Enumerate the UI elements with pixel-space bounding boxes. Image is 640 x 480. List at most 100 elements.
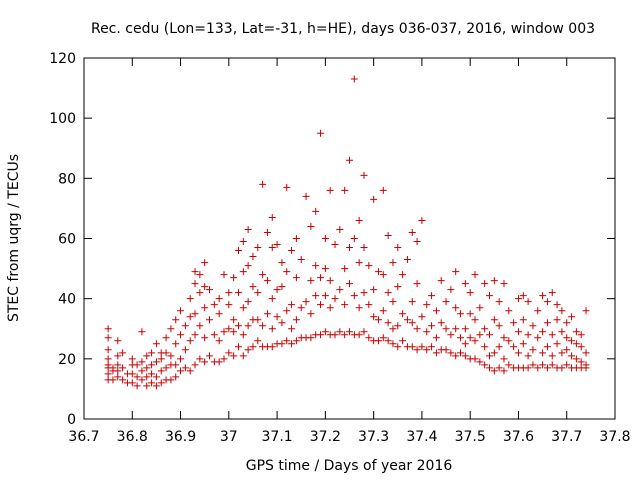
data-point: [490, 277, 498, 285]
data-point: [577, 331, 585, 339]
data-point: [394, 244, 402, 252]
data-point: [548, 331, 556, 339]
data-point: [481, 343, 489, 351]
data-point: [138, 358, 146, 366]
data-point: [519, 292, 527, 300]
data-point: [341, 265, 349, 273]
data-point: [206, 286, 214, 294]
data-point: [514, 295, 522, 303]
data-point: [370, 286, 378, 294]
axis-ticks: 36.7 36.8 36.9 37 37.1 37.2 37.3 37.4 37.5 37.6 37…: [49, 51, 630, 445]
data-point: [215, 295, 223, 303]
data-point: [548, 352, 556, 360]
data-point: [181, 364, 189, 372]
data-point: [582, 349, 590, 357]
data-point: [278, 340, 286, 348]
data-point: [317, 129, 325, 137]
data-point: [268, 325, 276, 333]
data-point: [423, 301, 431, 309]
data-point: [394, 322, 402, 330]
data-point: [471, 271, 479, 279]
data-point: [157, 355, 165, 363]
y-tick-label: 100: [49, 111, 76, 127]
data-point: [543, 343, 551, 351]
data-point: [471, 337, 479, 345]
data-point: [201, 334, 209, 342]
data-point: [476, 331, 484, 339]
data-point: [379, 334, 387, 342]
data-point: [558, 349, 566, 357]
data-point: [577, 343, 585, 351]
data-point: [500, 280, 508, 288]
x-tick-label: 37.4: [406, 429, 437, 445]
data-point: [524, 331, 532, 339]
data-point: [452, 268, 460, 276]
data-point: [196, 271, 204, 279]
data-point: [321, 292, 329, 300]
data-point: [259, 180, 267, 188]
x-axis-label: GPS time / Days of year 2016: [246, 458, 453, 474]
data-point: [442, 346, 450, 354]
data-point: [157, 379, 165, 387]
data-point: [254, 289, 262, 297]
data-point: [162, 349, 170, 357]
data-point: [471, 316, 479, 324]
data-point: [321, 265, 329, 273]
data-point: [234, 289, 242, 297]
data-point: [177, 331, 185, 339]
data-point: [365, 334, 373, 342]
data-point: [514, 328, 522, 336]
data-point: [172, 316, 180, 324]
data-point: [524, 352, 532, 360]
data-point: [138, 328, 146, 336]
data-point: [239, 304, 247, 312]
data-point: [485, 292, 493, 300]
data-point: [152, 340, 160, 348]
data-point: [505, 307, 513, 315]
data-point: [490, 349, 498, 357]
data-point: [119, 376, 127, 384]
data-point: [408, 298, 416, 306]
data-point: [104, 325, 112, 333]
data-point: [543, 319, 551, 327]
data-point: [534, 307, 542, 315]
data-point: [292, 337, 300, 345]
data-point: [408, 343, 416, 351]
data-point: [572, 328, 580, 336]
data-point: [374, 337, 382, 345]
data-point: [399, 337, 407, 345]
data-point: [191, 361, 199, 369]
data-point: [379, 186, 387, 194]
data-point: [485, 331, 493, 339]
data-point: [152, 373, 160, 381]
data-point: [133, 382, 141, 390]
data-point: [114, 373, 122, 381]
data-point: [485, 352, 493, 360]
data-point: [457, 349, 465, 357]
data-point: [292, 316, 300, 324]
data-point: [457, 334, 465, 342]
data-point: [529, 346, 537, 354]
data-point: [230, 316, 238, 324]
data-point: [104, 355, 112, 363]
data-point: [234, 322, 242, 330]
data-point: [191, 280, 199, 288]
data-point: [447, 349, 455, 357]
data-point: [534, 364, 542, 372]
data-point: [114, 337, 122, 345]
data-point: [331, 295, 339, 303]
data-point: [196, 355, 204, 363]
data-point: [539, 292, 547, 300]
data-point: [326, 304, 334, 312]
data-point: [461, 280, 469, 288]
data-point: [225, 349, 233, 357]
data-point: [312, 292, 320, 300]
data-point: [403, 256, 411, 264]
data-point: [138, 367, 146, 375]
data-point: [128, 379, 136, 387]
data-point: [292, 235, 300, 242]
data-point: [172, 361, 180, 369]
data-point: [476, 304, 484, 312]
data-point: [297, 256, 305, 264]
data-point: [162, 364, 170, 372]
